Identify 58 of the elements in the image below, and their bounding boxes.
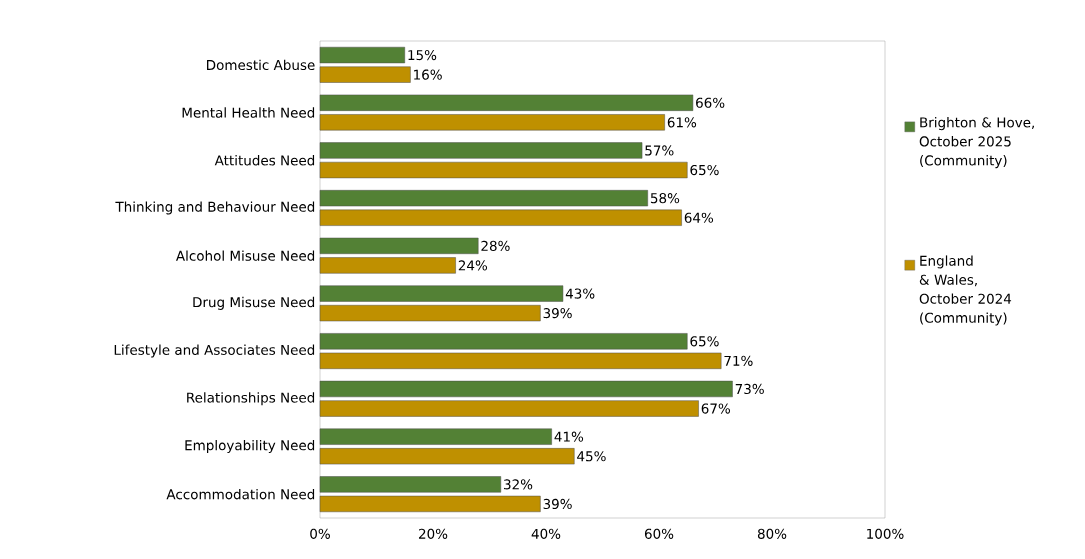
data-label: 28% <box>481 240 510 251</box>
data-label: 39% <box>543 308 572 319</box>
data-label: 71% <box>724 355 753 366</box>
legend-label: England & Wales, October 2024 (Community) <box>919 255 1012 326</box>
bar <box>319 495 541 513</box>
bar <box>319 305 541 322</box>
x-tick-label: 20% <box>418 528 448 539</box>
bar <box>319 46 405 64</box>
bar <box>319 161 688 179</box>
bar <box>319 352 722 369</box>
bar <box>319 114 665 131</box>
x-tick-label: 40% <box>531 528 561 539</box>
data-label: 24% <box>458 260 488 271</box>
bar <box>319 448 575 465</box>
legend-label: Brighton & Hove, October 2025 (Community) <box>919 117 1034 169</box>
data-label: 45% <box>577 451 606 462</box>
bar <box>319 142 643 159</box>
bar <box>319 400 699 417</box>
bar <box>319 190 648 207</box>
data-label: 61% <box>667 117 697 128</box>
data-label: 32% <box>504 479 533 490</box>
data-label: 43% <box>565 288 595 299</box>
bar <box>319 333 688 350</box>
bar <box>319 476 502 493</box>
bar <box>319 66 411 83</box>
bar <box>319 94 694 111</box>
bar <box>319 380 733 398</box>
x-tick-label: 100% <box>867 528 904 539</box>
y-tick-label: Domestic Abuse <box>207 59 315 71</box>
data-label: 65% <box>690 164 719 176</box>
y-tick-label: Lifestyle and Associates Need <box>114 344 315 358</box>
y-tick-label: Employability Need <box>185 439 315 453</box>
x-tick-label: 0% <box>310 528 330 539</box>
data-label: 73% <box>735 383 764 395</box>
y-tick-label: Alcohol Misuse Need <box>175 250 315 261</box>
y-tick-label: Mental Health Need <box>182 107 315 118</box>
y-tick-label: Relationships Need <box>187 392 315 406</box>
x-tick-label: 60% <box>644 528 674 539</box>
bar <box>319 257 456 274</box>
y-tick-label: Accommodation Need <box>166 488 315 500</box>
y-tick-label: Thinking and Behaviour Need <box>115 201 315 215</box>
bar <box>319 209 682 226</box>
y-tick-label: Attitudes Need <box>214 155 315 166</box>
data-label: 64% <box>684 212 714 223</box>
bar <box>319 428 552 445</box>
data-label: 58% <box>650 193 680 204</box>
data-label: 39% <box>543 498 572 510</box>
data-label: 67% <box>701 403 731 414</box>
data-label: 16% <box>414 69 442 80</box>
bar <box>319 285 564 302</box>
bar <box>319 237 479 254</box>
x-tick-label: 80% <box>757 528 787 539</box>
data-label: 41% <box>554 431 584 442</box>
data-label: 57% <box>645 145 674 156</box>
data-label: 65% <box>690 336 719 347</box>
data-label: 66% <box>696 97 725 108</box>
data-label: 15% <box>408 49 437 61</box>
y-tick-label: Drug Misuse Need <box>193 296 315 310</box>
